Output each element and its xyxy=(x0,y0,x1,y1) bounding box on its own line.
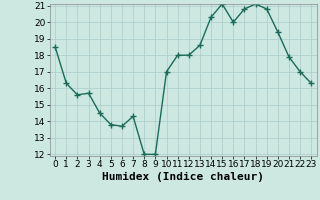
X-axis label: Humidex (Indice chaleur): Humidex (Indice chaleur) xyxy=(102,172,264,182)
